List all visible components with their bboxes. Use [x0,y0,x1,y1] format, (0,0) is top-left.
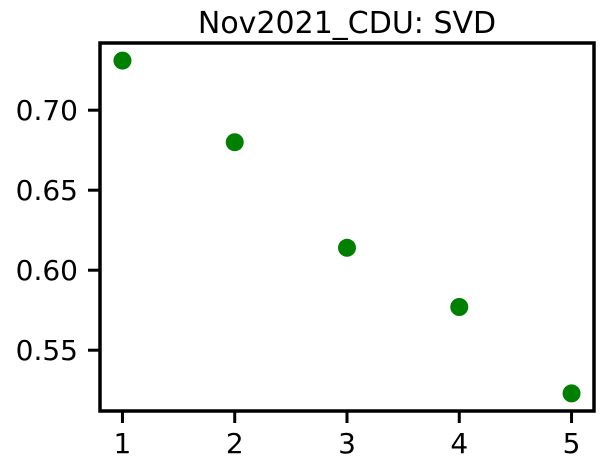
y-tick-label: 0.70 [16,94,78,127]
data-point [450,298,469,316]
chart-title: Nov2021_CDU: SVD [198,6,496,41]
y-tick-label: 0.55 [16,334,78,367]
x-tick-label: 2 [226,427,244,460]
data-point [225,133,244,152]
plot-frame [98,41,596,413]
y-axis: 0.55 0.60 0.65 0.70 [16,94,100,367]
data-points [113,51,581,403]
x-tick-label: 3 [338,427,356,460]
data-point [113,51,132,70]
x-tick-label: 1 [114,427,132,460]
y-tick-label: 0.60 [16,254,78,287]
y-tick-label: 0.65 [16,174,78,207]
x-tick-label: 4 [450,427,468,460]
data-point [338,238,356,257]
x-axis: 1 2 3 4 5 [114,411,581,460]
data-point [562,384,581,403]
x-tick-label: 5 [563,427,581,460]
